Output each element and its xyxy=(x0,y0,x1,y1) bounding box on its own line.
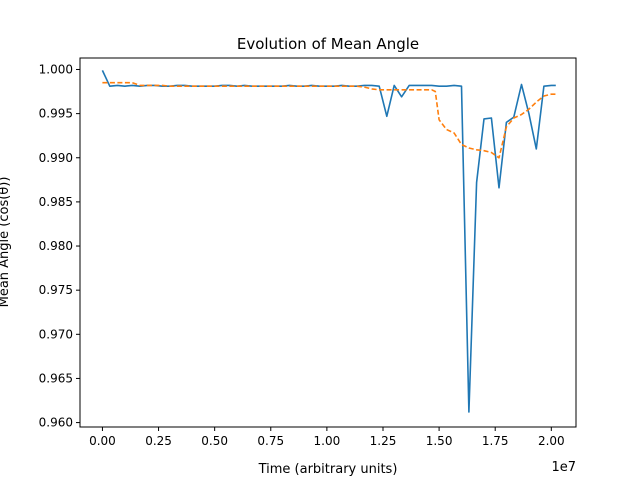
series-line-1 xyxy=(101,70,556,413)
y-tick-label: 0.980 xyxy=(39,239,73,253)
plot-frame xyxy=(79,57,577,428)
y-axis-label: Mean Angle (cos(θ)) xyxy=(0,177,12,308)
y-tick-label: 0.975 xyxy=(39,283,73,297)
x-axis: 0.00 0.25 0.50 0.75 1.00 1.25 1.50 1.75 2.00 xyxy=(89,427,565,448)
y-tick-label: 0.990 xyxy=(39,151,73,165)
x-tick-label: 0.00 xyxy=(89,434,116,448)
x-tick-label: 1.50 xyxy=(426,434,453,448)
y-tick-label: 0.995 xyxy=(39,107,73,121)
y-tick-label: 0.965 xyxy=(39,371,73,385)
x-tick-label: 0.75 xyxy=(257,434,284,448)
y-tick-label: 0.985 xyxy=(39,195,73,209)
x-tick-label: 0.50 xyxy=(201,434,228,448)
x-axis-label: Time (arbitrary units) xyxy=(258,462,398,477)
series-line-2 xyxy=(102,81,556,159)
y-tick-label: 1.000 xyxy=(39,62,73,76)
x-tick-label: 1.25 xyxy=(370,434,397,448)
x-tick-label: 0.25 xyxy=(145,434,172,448)
y-axis: 0.960 0.965 0.970 0.975 0.980 0.985 0.990 0.995… xyxy=(39,62,80,430)
y-tick-label: 0.970 xyxy=(39,327,73,341)
chart-title: Evolution of Mean Angle xyxy=(237,35,419,53)
x-tick-label: 1.00 xyxy=(314,434,341,448)
x-axis-scale-label: 1e7 xyxy=(551,460,576,475)
x-tick-label: 1.75 xyxy=(482,434,509,448)
x-tick-label: 2.00 xyxy=(538,434,565,448)
y-tick-label: 0.960 xyxy=(39,416,73,430)
series-layer xyxy=(101,70,556,413)
